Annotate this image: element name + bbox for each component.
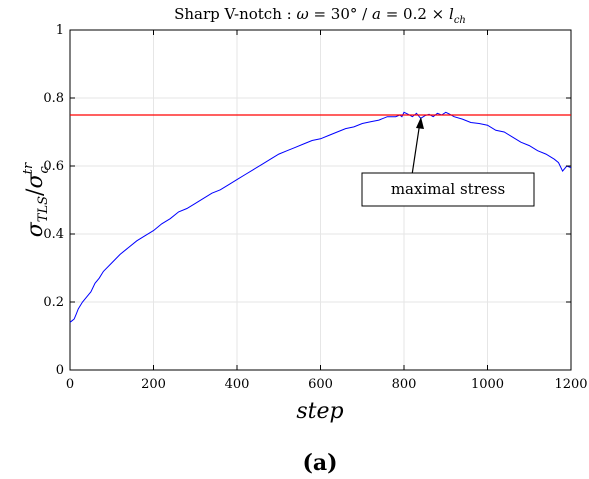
annotation-box bbox=[361, 172, 535, 207]
x-tick-label: 200 bbox=[141, 377, 166, 392]
x-tick-label: 800 bbox=[392, 377, 417, 392]
y-tick-label: 0.2 bbox=[43, 295, 64, 310]
x-tick-label: 400 bbox=[225, 377, 250, 392]
series-layer bbox=[69, 111, 572, 323]
x-tick-label: 1000 bbox=[471, 377, 504, 392]
x-tick-label: 600 bbox=[308, 377, 333, 392]
y-tick-label: 0.6 bbox=[43, 159, 64, 174]
y-tick-label: 0.4 bbox=[43, 227, 64, 242]
y-tick-label: 1 bbox=[56, 23, 64, 38]
x-axis-label: step bbox=[296, 399, 343, 424]
y-tick-labels: 0 0.2 0.4 0.6 0.8 1 bbox=[43, 23, 64, 378]
x-tick-labels: 0 200 400 600 800 1000 1200 bbox=[66, 377, 588, 392]
chart-title: Sharp V-notch : ω = 30° / a = 0.2 × lch bbox=[174, 5, 466, 26]
x-tick-label: 1200 bbox=[554, 377, 587, 392]
annotation-arrowhead bbox=[416, 117, 424, 129]
figure-caption: (a) bbox=[302, 450, 337, 476]
series-line-stress bbox=[69, 111, 572, 323]
annotation-text: maximal stress bbox=[391, 180, 505, 198]
tick-marks bbox=[69, 29, 572, 371]
y-tick-label: 0 bbox=[56, 363, 64, 378]
annotation: maximal stress bbox=[361, 117, 535, 207]
annotation-arrow bbox=[411, 121, 421, 176]
x-tick-label: 0 bbox=[66, 377, 74, 392]
y-tick-label: 0.8 bbox=[43, 91, 64, 106]
y-axis-label: σTLS/σctr bbox=[21, 162, 52, 237]
